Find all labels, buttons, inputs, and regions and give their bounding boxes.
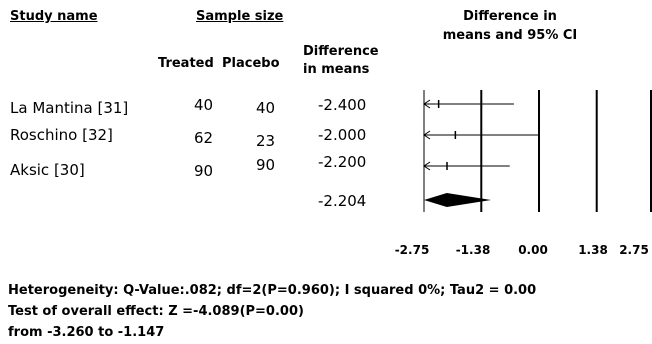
sample-size-header: Sample size bbox=[196, 9, 284, 24]
clip-arrow bbox=[423, 130, 431, 140]
x-tick-label: 0.00 bbox=[518, 243, 548, 257]
difference-value: -2.400 bbox=[318, 96, 367, 114]
ci-range-text: from -3.260 to -1.147 bbox=[8, 325, 165, 340]
treated-count: 40 bbox=[194, 96, 214, 114]
placebo-count: 23 bbox=[256, 132, 276, 150]
difference-header-line1: Difference bbox=[303, 44, 379, 59]
placebo-header: Placebo bbox=[222, 56, 280, 71]
study-name: Aksic [30] bbox=[10, 161, 85, 179]
study-name-header: Study name bbox=[10, 9, 98, 24]
heterogeneity-text: Heterogeneity: Q-Value:.082; df=2(P=0.96… bbox=[8, 283, 537, 298]
difference-value: -2.000 bbox=[318, 126, 367, 144]
x-tick-label: 2.75 bbox=[619, 243, 649, 257]
difference-value: -2.200 bbox=[318, 153, 367, 171]
study-name: Roschino [32] bbox=[10, 126, 113, 144]
pooled-difference-value: -2.204 bbox=[318, 192, 367, 210]
treated-count: 62 bbox=[194, 129, 214, 147]
difference-header-line2: in means bbox=[303, 62, 370, 77]
pooled-diamond bbox=[424, 193, 492, 207]
x-tick-label: -2.75 bbox=[394, 243, 430, 257]
ci-header-line2: means and 95% CI bbox=[442, 28, 578, 43]
study-name: La Mantina [31] bbox=[10, 99, 129, 117]
x-tick-label: 1.38 bbox=[578, 243, 608, 257]
overall-effect-text: Test of overall effect: Z =-4.089(P=0.00… bbox=[8, 304, 304, 319]
x-tick-label: -1.38 bbox=[455, 243, 491, 257]
ci-header-line1: Difference in bbox=[463, 9, 557, 24]
treated-count: 90 bbox=[194, 162, 214, 180]
placebo-count: 40 bbox=[256, 99, 276, 117]
clip-arrow bbox=[423, 99, 431, 109]
clip-arrow bbox=[423, 161, 431, 171]
placebo-count: 90 bbox=[256, 156, 276, 174]
treated-header: Treated bbox=[158, 56, 214, 71]
